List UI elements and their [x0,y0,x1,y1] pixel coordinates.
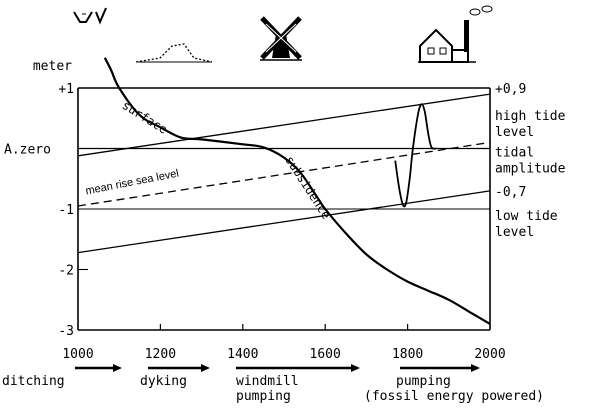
pump-house-window-2 [439,47,447,55]
x-tick-label: 1600 [310,347,341,362]
pump-chimney [464,20,469,52]
right-label-high-tide: high tide [495,109,566,124]
y-axis-unit-label: meter [33,59,72,74]
x-tick-label: 1200 [145,347,176,362]
x-tick-label: 2000 [474,347,505,362]
x-tick-label: 1800 [392,347,423,362]
surface-label: surface [120,98,170,137]
smoke-puff-2 [481,5,493,13]
plot-frame [77,87,491,331]
y-tick-label: -2 [58,264,74,279]
y-tick-label: +1 [58,82,74,97]
y-tick-label: A.zero [4,143,51,158]
series-high-tide-level [77,93,491,157]
windmill-sail-lattice [265,23,297,53]
series-mean-rise-sea-level [77,141,491,207]
dike-icon [135,43,213,63]
series-surface [103,57,491,325]
right-label-tidal: tidal [495,146,534,161]
pump-house-window [427,47,435,55]
stage-arrowhead-0 [113,364,122,372]
series-group [77,57,491,325]
stage-label-3: pumping [396,374,451,389]
icons-group [73,5,493,63]
stage-label-2: windmill [236,374,299,389]
pumping-station-icon [418,5,493,63]
smoke-puff [469,8,481,16]
stage-arrowhead-2 [351,364,360,372]
stage-label-3: (fossil energy powered) [364,389,544,404]
y-tick-label: -1 [58,203,74,218]
right-label-low-tide: low tide [495,209,558,224]
x-tick-label: 1400 [227,347,258,362]
right-low-value: -0,7 [495,185,526,200]
series-low-tide-level [77,190,491,254]
stage-label-2: pumping [236,389,291,404]
stage-arrowhead-1 [201,364,210,372]
right-label-tidal: amplitude [495,162,566,177]
stage-label-0: ditching [2,374,65,389]
stage-label-1: dyking [140,374,187,389]
windmill-icon [260,16,302,61]
subsidence-label: subsidence [282,153,333,221]
mean-rise-sea-level-label: mean rise sea level [85,168,180,198]
y-tick-label: -3 [58,324,74,339]
dike-outline [135,43,213,63]
right-label-high-tide: level [495,125,534,140]
right-label-low-tide: level [495,225,534,240]
ditch-icon [73,7,107,25]
series-tidal-curve [394,103,437,208]
stage-arrowhead-3 [471,364,480,372]
ditch-shape [73,7,107,25]
pump-house [419,28,453,63]
right-high-value: +0,9 [495,82,526,97]
x-tick-label: 1000 [62,347,93,362]
